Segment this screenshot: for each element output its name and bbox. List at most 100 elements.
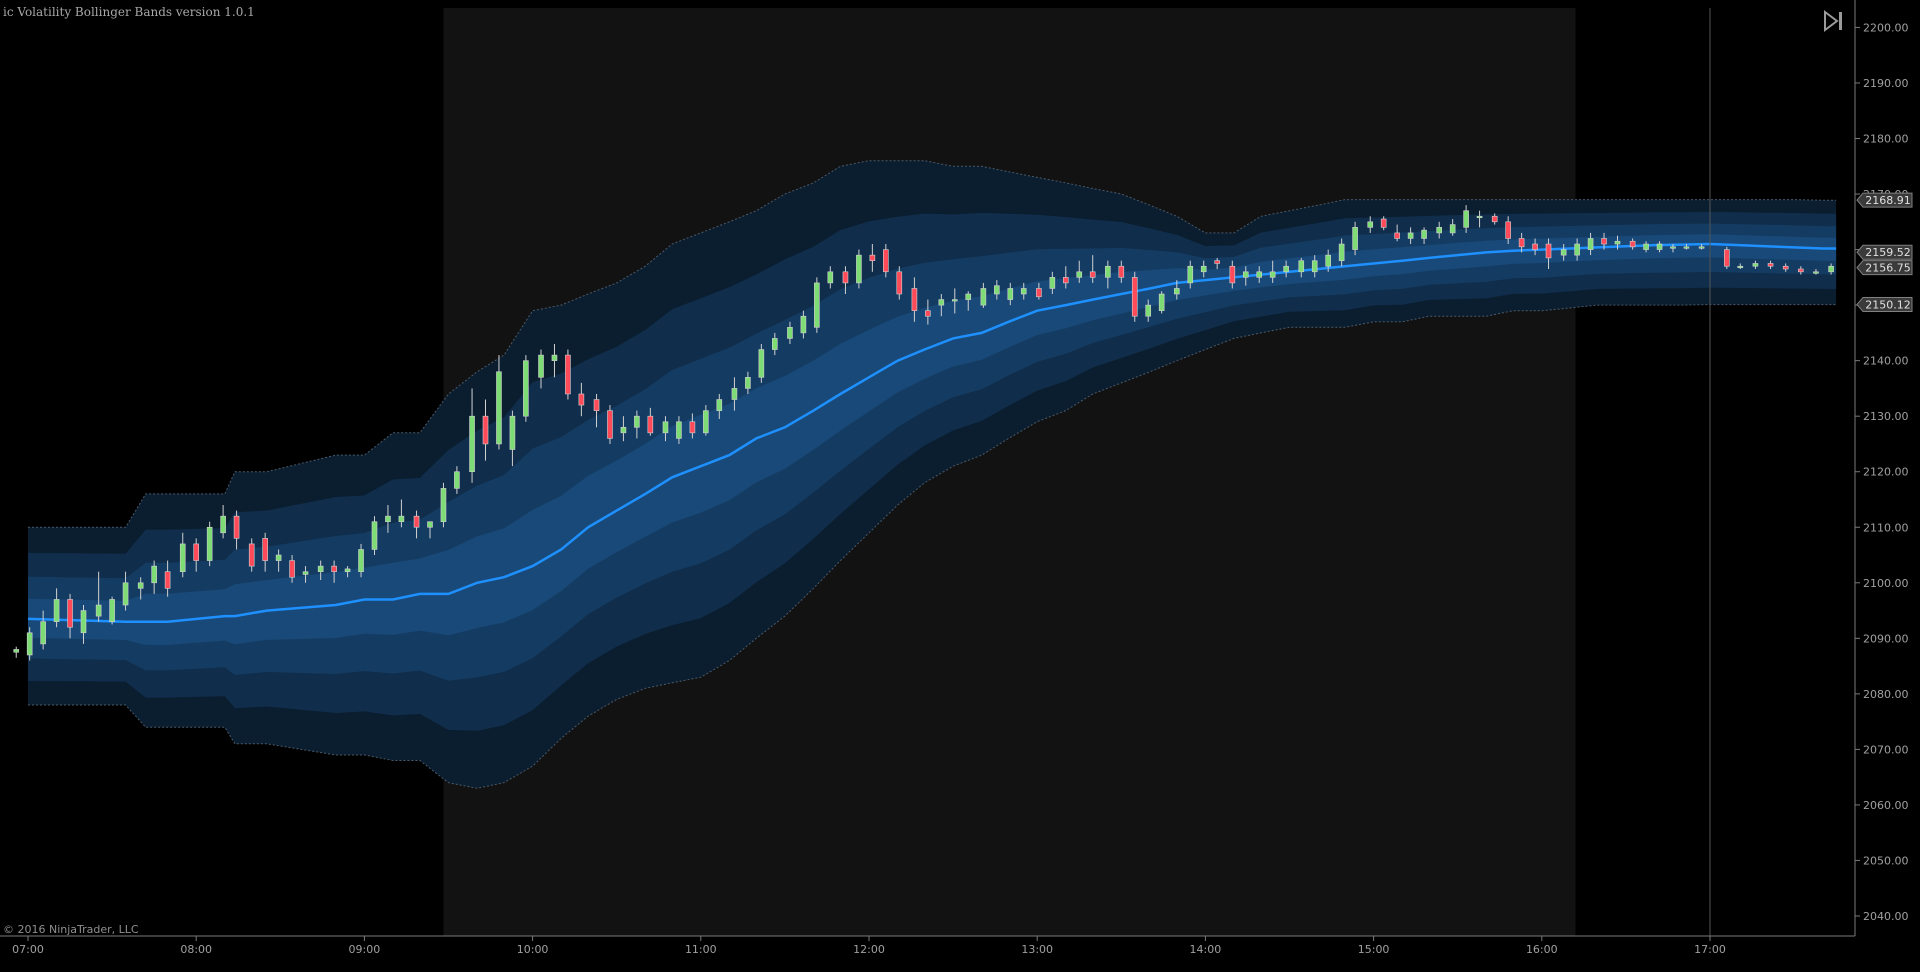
y-tick-label: 2180.00: [1863, 133, 1909, 146]
candle-up: [151, 565, 157, 584]
candle-up: [951, 299, 958, 302]
candle-up: [745, 377, 751, 389]
candle-up: [1367, 221, 1374, 228]
candle-up: [676, 421, 682, 439]
x-tick-label: 13:00: [1021, 943, 1053, 956]
candle-up: [620, 426, 627, 434]
candle-up: [344, 568, 351, 572]
midline: [27, 242, 1837, 623]
candle-down: [1089, 271, 1096, 278]
candle-down: [1532, 243, 1538, 250]
candle-up: [1737, 265, 1744, 269]
candle-down: [1724, 249, 1730, 267]
candle-up: [358, 549, 364, 572]
candle-up: [1614, 240, 1621, 245]
candle-up: [703, 410, 709, 434]
price-label: 2150.12: [1865, 298, 1911, 311]
candle-down: [869, 254, 876, 261]
candle-up: [1560, 249, 1567, 256]
candle-up: [1338, 243, 1345, 261]
candle-down: [607, 410, 613, 439]
candle-up: [938, 299, 945, 306]
y-tick-label: 2050.00: [1863, 854, 1909, 867]
candle-up: [1187, 265, 1194, 284]
x-tick-label: 11:00: [685, 943, 717, 956]
y-tick-label: 2120.00: [1863, 466, 1909, 479]
candle-down: [1782, 265, 1789, 270]
candle-up: [1421, 229, 1427, 239]
candle-down: [565, 354, 571, 395]
candle-up: [122, 582, 129, 606]
candle-up: [440, 488, 447, 523]
candle-down: [883, 249, 889, 273]
candle-up: [1476, 215, 1483, 219]
candle-up: [1174, 288, 1180, 295]
candle-up: [302, 571, 309, 575]
candle-up: [469, 415, 475, 473]
candle-down: [593, 399, 600, 411]
candle-down: [1214, 260, 1220, 264]
candle-up: [1311, 260, 1318, 273]
candle-up: [523, 360, 529, 417]
x-tick-label: 12:00: [853, 943, 885, 956]
candle-down: [1062, 277, 1069, 284]
x-tick-label: 10:00: [517, 943, 549, 956]
candle-up: [856, 254, 862, 284]
price-label-box: [1856, 192, 1913, 208]
candle-down: [248, 543, 255, 567]
candle-up: [1283, 265, 1289, 273]
indicator-title: ic Volatility Bollinger Bands version 1.…: [3, 5, 255, 19]
candle-up: [1574, 243, 1580, 256]
candle-up: [53, 599, 60, 622]
candle-up: [1158, 293, 1165, 311]
y-tick-label: 2100.00: [1863, 577, 1909, 590]
candle-up: [1656, 243, 1663, 250]
y-tick-label: 2130.00: [1863, 410, 1909, 423]
candle-up: [634, 415, 640, 428]
y-tick-label: 2140.00: [1863, 355, 1909, 368]
candle-up: [427, 521, 433, 528]
skip-to-end-icon[interactable]: [1821, 8, 1847, 34]
candle-up: [1007, 288, 1014, 300]
candle-down: [1491, 215, 1498, 223]
candle-down: [289, 560, 295, 578]
candle-up: [26, 632, 33, 656]
candle-down: [1131, 277, 1138, 317]
candle-up: [772, 338, 778, 350]
candle-up: [1643, 243, 1649, 250]
y-tick-label: 2070.00: [1863, 743, 1909, 756]
candle-down: [233, 515, 240, 539]
candle-up: [1463, 210, 1469, 228]
candle-up: [137, 582, 144, 589]
price-label: 2156.75: [1865, 262, 1911, 275]
candle-up: [800, 315, 807, 334]
x-tick-label: 14:00: [1190, 943, 1222, 956]
candle-down: [925, 310, 931, 317]
candle-up: [40, 621, 46, 645]
inner-band: [28, 234, 1837, 645]
candle-up: [1587, 238, 1594, 250]
candle-up: [95, 604, 102, 617]
candle-up: [220, 515, 226, 534]
price-label-box: [1856, 260, 1913, 276]
lower-envelope-line: [28, 304, 1837, 789]
candle-up: [787, 327, 793, 339]
candle-up: [1269, 271, 1276, 278]
candle-up: [1407, 232, 1414, 239]
candle-down: [262, 538, 268, 561]
candle-down: [1229, 265, 1236, 284]
candle-up: [1200, 265, 1207, 273]
candle-up: [1670, 246, 1676, 249]
candle-down: [1505, 221, 1511, 239]
candle-up: [1813, 271, 1819, 274]
candle-up: [994, 285, 1000, 295]
candle-up: [317, 565, 324, 572]
candle-down: [689, 421, 696, 434]
candle-down: [331, 565, 337, 572]
price-label: 2159.52: [1865, 246, 1911, 259]
candle-up: [1449, 224, 1456, 234]
x-tick-label: 17:00: [1694, 943, 1726, 956]
candle-up: [827, 271, 834, 284]
